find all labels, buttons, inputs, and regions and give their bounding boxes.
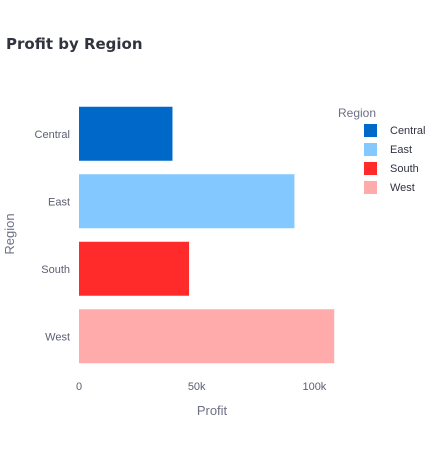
y-axis-ticks: Central East South West (35, 129, 70, 344)
chart-title: Profit by Region (6, 35, 143, 53)
x-axis-ticks: 0 50k 100k (76, 381, 327, 393)
legend-swatch-south[interactable] (364, 162, 377, 175)
legend-swatch-west[interactable] (364, 181, 377, 194)
y-tick-label-central: Central (35, 129, 70, 141)
x-tick-label: 100k (302, 381, 326, 393)
bar-west[interactable] (79, 309, 335, 364)
bar-central[interactable] (79, 106, 173, 161)
y-tick-label-south: South (41, 264, 70, 276)
legend-swatch-central[interactable] (364, 124, 377, 137)
bar-south[interactable] (79, 241, 190, 296)
legend: Central East South West (364, 124, 425, 194)
y-tick-label-east: East (48, 196, 70, 208)
x-tick-label: 0 (76, 381, 82, 393)
legend-label-east[interactable]: East (390, 144, 412, 156)
x-tick-label: 50k (188, 381, 206, 393)
legend-label-central[interactable]: Central (390, 125, 425, 137)
legend-label-west[interactable]: West (390, 182, 415, 194)
x-axis-title: Profit (197, 403, 228, 418)
y-tick-label-west: West (45, 331, 70, 343)
bars-group (79, 106, 335, 364)
legend-title: Region (338, 106, 376, 120)
legend-swatch-east[interactable] (364, 143, 377, 156)
y-axis-title: Region (2, 213, 17, 254)
legend-label-south[interactable]: South (390, 163, 419, 175)
bar-east[interactable] (79, 174, 295, 229)
